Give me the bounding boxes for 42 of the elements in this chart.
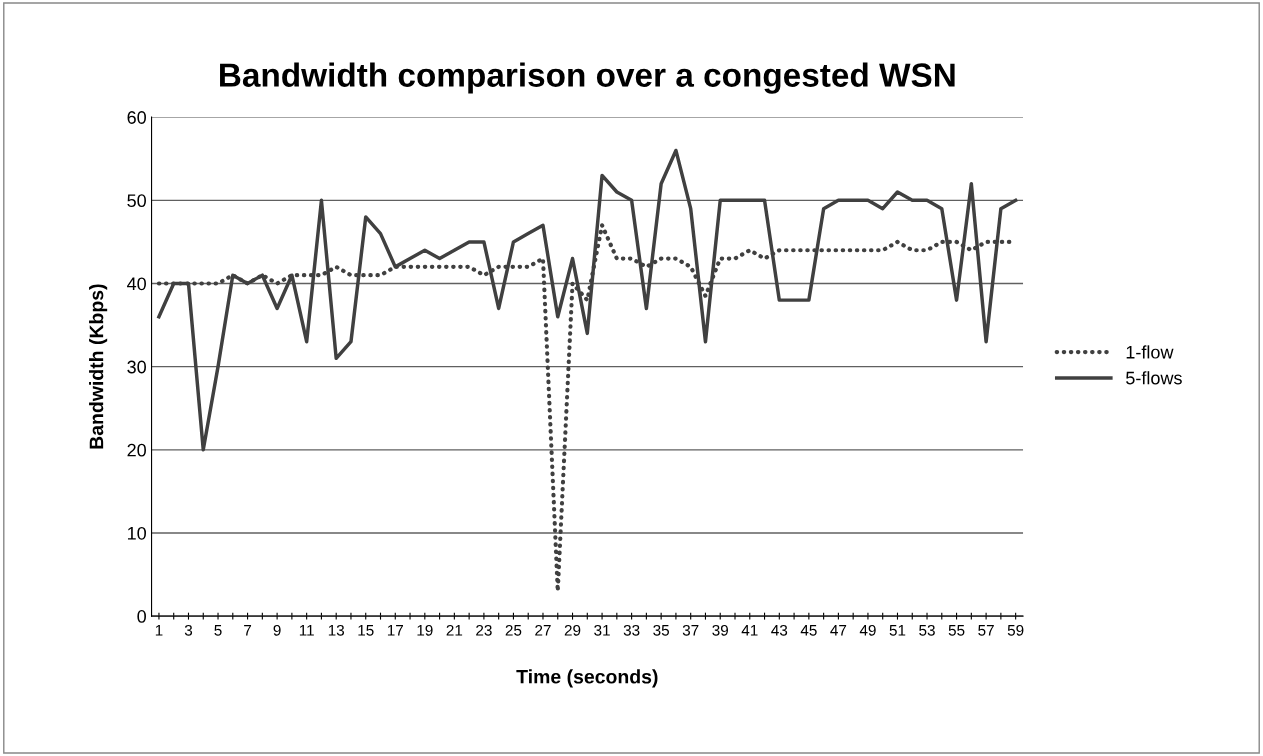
x-tick-label: 47 xyxy=(830,625,847,636)
x-tick-label: 29 xyxy=(564,624,581,636)
x-tick-label: 35 xyxy=(653,624,670,636)
x-tick-label: 41 xyxy=(741,625,758,636)
x-tick-label: 49 xyxy=(859,624,876,636)
legend-label: 1-flow xyxy=(1126,345,1174,359)
x-axis-title: Time (seconds) xyxy=(516,669,658,688)
x-tick-label: 11 xyxy=(299,625,314,636)
y-tick-label: 20 xyxy=(127,443,146,457)
x-tick-label: 45 xyxy=(800,625,817,636)
x-tick-label: 19 xyxy=(417,624,433,636)
x-tick-label: 17 xyxy=(387,625,404,636)
x-tick-label: 3 xyxy=(184,624,193,636)
x-tick-label: 25 xyxy=(505,624,522,636)
x-tick-label: 13 xyxy=(328,624,345,636)
legend-label: 5-flows xyxy=(1126,371,1182,385)
x-tick-label: 57 xyxy=(978,625,994,636)
x-tick-label: 27 xyxy=(535,624,551,636)
chart-title: Bandwidth comparison over a congested WSN xyxy=(220,62,955,94)
y-tick-label: 60 xyxy=(127,111,146,124)
x-tick-label: 31 xyxy=(594,624,610,636)
x-tick-label: 37 xyxy=(682,624,699,636)
x-tick-label: 43 xyxy=(771,624,788,636)
y-tick-label: 30 xyxy=(127,360,146,374)
y-tick-label: 40 xyxy=(127,277,146,291)
y-axis-title: Bandwidth (Kbps) xyxy=(89,284,108,449)
y-tick-label: 10 xyxy=(127,526,146,540)
x-tick-label: 33 xyxy=(623,624,640,636)
x-tick-label: 5 xyxy=(214,625,222,636)
x-tick-label: 9 xyxy=(273,624,281,636)
x-tick-label: 53 xyxy=(919,624,935,636)
y-tick-label: 0 xyxy=(137,610,146,623)
x-tick-label: 7 xyxy=(244,625,252,636)
x-tick-label: 1 xyxy=(155,625,163,636)
x-tick-label: 39 xyxy=(712,624,728,636)
y-tick-label: 50 xyxy=(127,194,146,208)
x-tick-label: 23 xyxy=(476,624,492,636)
x-tick-label: 55 xyxy=(948,625,965,636)
x-tick-label: 59 xyxy=(1007,624,1024,636)
x-tick-label: 51 xyxy=(889,625,906,636)
x-tick-label: 21 xyxy=(446,624,463,636)
x-tick-label: 15 xyxy=(358,625,374,636)
